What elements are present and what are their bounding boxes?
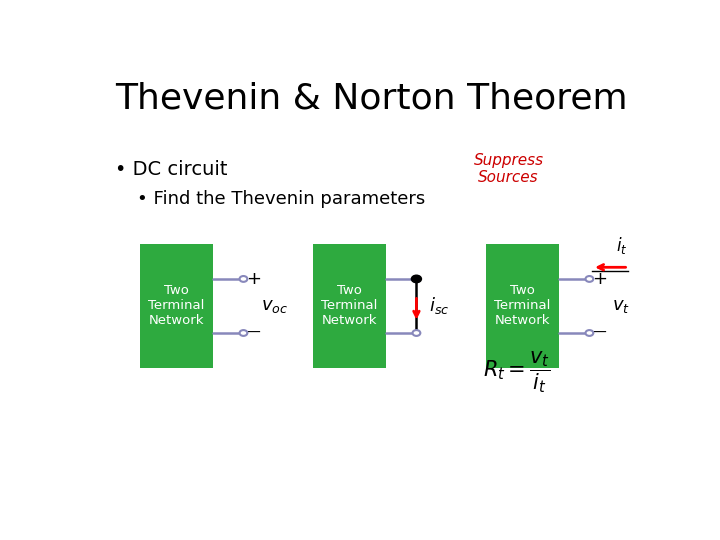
Circle shape	[585, 330, 593, 336]
Circle shape	[585, 276, 593, 282]
Text: —: —	[593, 326, 606, 340]
Text: Thevenin & Norton Theorem: Thevenin & Norton Theorem	[115, 82, 628, 116]
Text: +: +	[592, 270, 607, 288]
Text: Two
Terminal
Network: Two Terminal Network	[321, 285, 378, 327]
Text: Suppress
Sources: Suppress Sources	[474, 153, 544, 185]
Text: • Find the Thevenin parameters: • Find the Thevenin parameters	[138, 190, 426, 207]
Circle shape	[411, 275, 421, 282]
Text: $i_t$: $i_t$	[616, 235, 628, 255]
Bar	[140, 244, 213, 368]
Circle shape	[240, 330, 248, 336]
Text: Two
Terminal
Network: Two Terminal Network	[494, 285, 551, 327]
Text: • DC circuit: • DC circuit	[115, 160, 228, 179]
Text: —: —	[247, 326, 261, 340]
Text: $v_t$: $v_t$	[612, 297, 630, 315]
Text: +: +	[246, 270, 261, 288]
Circle shape	[413, 276, 420, 282]
Circle shape	[240, 276, 248, 282]
Text: Two
Terminal
Network: Two Terminal Network	[148, 285, 204, 327]
Text: $v_{oc}$: $v_{oc}$	[261, 297, 288, 315]
Text: $i_{sc}$: $i_{sc}$	[428, 295, 449, 316]
Text: $R_t = \dfrac{v_t}{i_t}$: $R_t = \dfrac{v_t}{i_t}$	[483, 349, 551, 395]
Bar	[486, 244, 559, 368]
Circle shape	[413, 330, 420, 336]
Bar	[313, 244, 386, 368]
